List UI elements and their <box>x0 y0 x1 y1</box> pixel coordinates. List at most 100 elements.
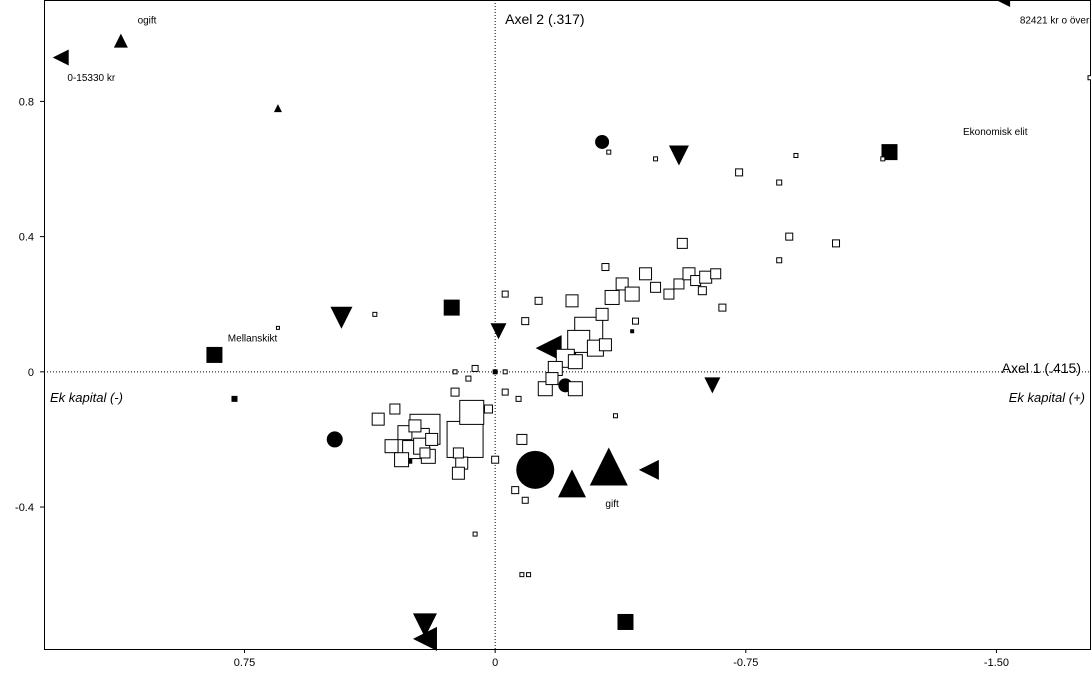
data-point-square <box>676 237 688 249</box>
point-annotation: 0-15330 kr <box>67 73 115 84</box>
data-point-circle <box>595 134 610 149</box>
data-point-square <box>534 296 543 305</box>
data-point-square <box>519 572 525 578</box>
data-point-square <box>567 354 583 370</box>
data-point-square <box>612 413 618 419</box>
data-point-square <box>501 290 509 298</box>
data-point-square <box>565 294 579 308</box>
data-point-square <box>604 289 620 305</box>
data-point-square <box>471 364 479 372</box>
data-point-square <box>632 317 640 325</box>
data-point-tri-left <box>412 626 437 651</box>
data-point-square <box>231 395 238 402</box>
data-point-square <box>451 466 465 480</box>
dim-right-label: Ek kapital (+) <box>1009 390 1085 405</box>
data-point-square <box>624 286 640 302</box>
data-point-square <box>443 299 460 316</box>
data-point-square <box>472 531 478 537</box>
data-point-square <box>598 338 612 352</box>
data-point-square <box>776 257 783 264</box>
dim-left-label: Ek kapital (-) <box>50 390 123 405</box>
data-point-square <box>606 149 612 155</box>
data-point-tri-up <box>589 447 628 486</box>
data-point-square <box>425 432 439 446</box>
data-point-tri-left <box>996 0 1011 7</box>
data-point-tri-left <box>638 459 659 480</box>
data-point-square <box>389 403 401 415</box>
data-point-square <box>408 419 422 433</box>
data-point-square <box>521 496 529 504</box>
data-point-tri-down <box>330 306 353 329</box>
data-point-tri-up <box>558 469 587 498</box>
data-point-square <box>1087 75 1091 81</box>
data-point-square <box>372 311 378 317</box>
data-point-square <box>275 325 280 330</box>
y-tick-label: -0.4 <box>15 502 34 514</box>
point-annotation: Ekonomisk elit <box>963 127 1028 138</box>
data-point-square <box>776 179 783 186</box>
x-tick-label: 0 <box>492 657 498 669</box>
axis-2-title: Axel 2 (.317) <box>505 11 584 27</box>
x-axis-ticks: 0.75 0 -0.75 -1.50 <box>234 649 1009 669</box>
data-point-square <box>785 232 794 241</box>
data-point-square <box>617 613 634 630</box>
y-tick-label: 0.4 <box>19 232 34 244</box>
data-point-square <box>419 447 431 459</box>
data-point-tri-down <box>490 323 507 340</box>
data-point-square <box>793 152 799 158</box>
point-annotation: Mellanskikt <box>228 333 278 344</box>
data-point-square <box>371 412 385 426</box>
data-point-square <box>697 286 707 296</box>
data-point-square <box>881 144 898 161</box>
data-point-tri-down <box>412 613 437 638</box>
data-point-square <box>394 452 410 468</box>
axis-1-title: Axel 1 (.415) <box>1002 360 1081 376</box>
data-point-square <box>567 381 583 397</box>
data-point-square <box>663 288 675 300</box>
data-point-square <box>492 369 498 375</box>
data-point-square <box>718 303 727 312</box>
data-point-square <box>397 425 413 441</box>
data-point-square <box>452 369 458 375</box>
data-point-square <box>450 387 460 397</box>
data-point-tri-up <box>113 33 128 48</box>
point-annotations: ogift 0-15330 kr 82421 kr o över Ekonomisk … <box>67 16 1090 510</box>
data-point-square <box>699 270 713 284</box>
y-tick-label: 0.8 <box>19 96 34 108</box>
data-point-square <box>384 439 399 454</box>
data-point-square <box>526 572 532 578</box>
data-point-square <box>537 381 553 397</box>
data-point-square <box>465 375 472 382</box>
x-tick-label: -1.50 <box>984 657 1009 669</box>
data-point-square <box>483 404 493 414</box>
data-point-square <box>545 372 559 386</box>
point-annotation: ogift <box>138 16 157 27</box>
data-point-square <box>516 433 528 445</box>
data-point-circle <box>516 450 555 489</box>
data-point-square <box>690 275 702 287</box>
y-axis-ticks: 0.8 0.4 0 -0.4 <box>15 96 44 514</box>
data-point-square <box>653 156 659 162</box>
data-point-square <box>502 369 508 375</box>
data-point-tri-left <box>535 335 562 362</box>
data-point-square <box>491 455 500 464</box>
data-point-tri-left <box>52 49 69 66</box>
data-point-square <box>511 486 520 495</box>
data-point-square <box>673 278 685 290</box>
data-point-square <box>639 267 653 281</box>
data-point-square <box>630 329 635 334</box>
plot-frame <box>44 0 1091 650</box>
data-point-tri-down <box>668 145 689 166</box>
data-point-circle <box>326 431 343 448</box>
data-point-square <box>595 307 609 321</box>
data-point-square <box>452 447 464 459</box>
data-point-square <box>832 239 841 248</box>
data-point-square <box>501 388 509 396</box>
point-annotation: 82421 kr o över <box>1020 16 1090 27</box>
point-annotation: gift <box>605 499 619 510</box>
data-points <box>52 0 1091 651</box>
data-point-tri-up <box>273 104 282 113</box>
data-point-square <box>650 281 662 293</box>
data-point-tri-down <box>704 377 721 394</box>
